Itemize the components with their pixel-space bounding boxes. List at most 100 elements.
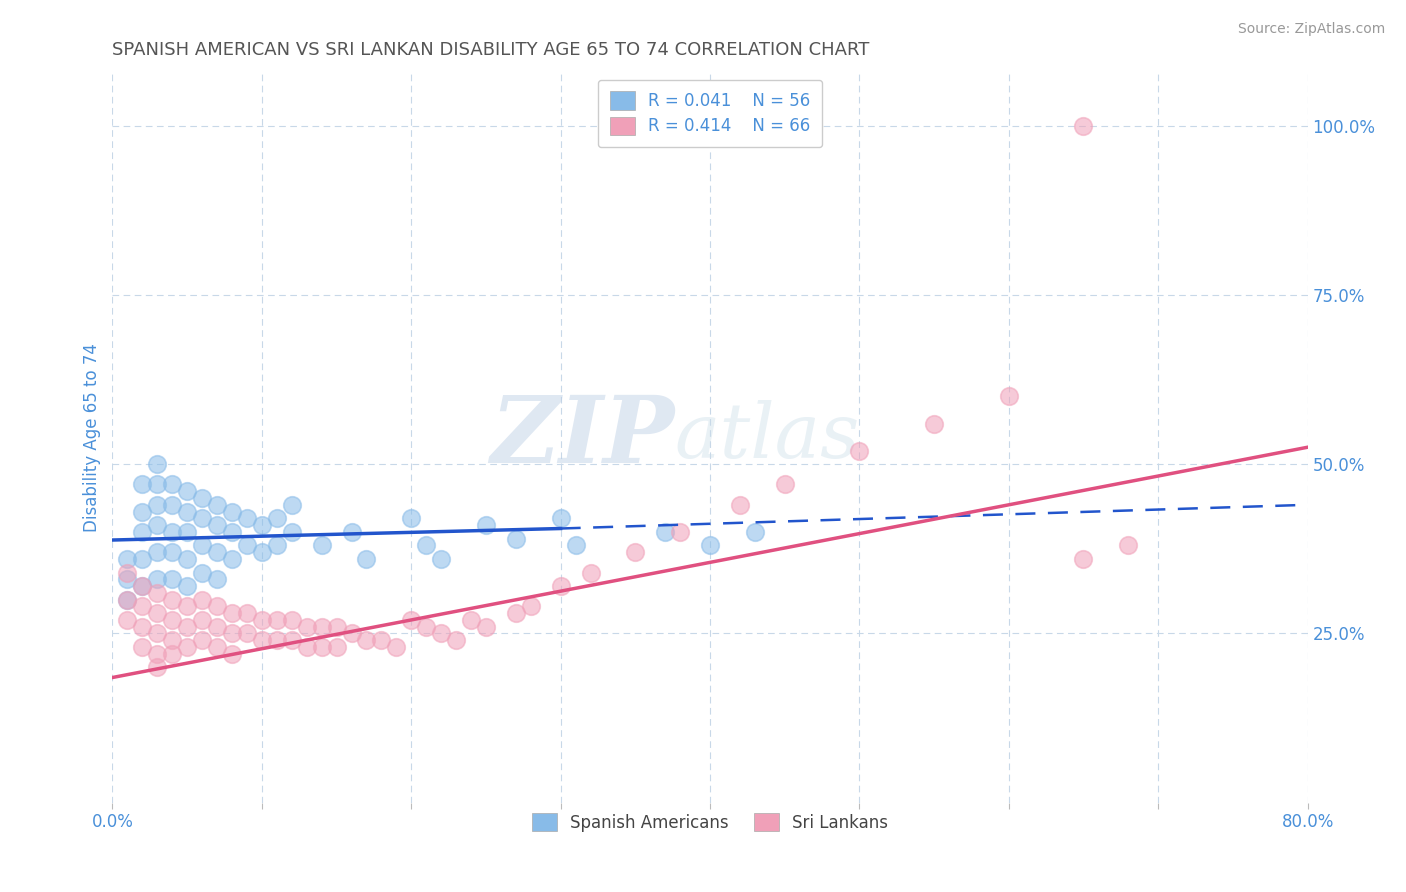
- Point: [385, 640, 408, 654]
- Point: [221, 647, 243, 661]
- Point: [162, 572, 183, 586]
- Point: [146, 498, 169, 512]
- Point: [131, 620, 153, 634]
- Point: [191, 538, 214, 552]
- Point: [221, 552, 243, 566]
- Point: [728, 498, 751, 512]
- Point: [250, 545, 273, 559]
- Point: [266, 633, 288, 648]
- Point: [266, 613, 288, 627]
- Point: [117, 566, 139, 580]
- Point: [176, 484, 198, 499]
- Point: [162, 545, 183, 559]
- Point: [146, 586, 169, 600]
- Point: [117, 552, 139, 566]
- Point: [117, 572, 139, 586]
- Point: [430, 626, 453, 640]
- Point: [176, 599, 198, 614]
- Point: [191, 592, 214, 607]
- Point: [295, 620, 318, 634]
- Point: [131, 579, 153, 593]
- Point: [131, 552, 153, 566]
- Point: [131, 477, 153, 491]
- Point: [162, 613, 183, 627]
- Legend: Spanish Americans, Sri Lankans: Spanish Americans, Sri Lankans: [526, 806, 894, 838]
- Point: [205, 599, 228, 614]
- Point: [699, 538, 721, 552]
- Point: [162, 647, 183, 661]
- Point: [250, 633, 273, 648]
- Point: [236, 511, 259, 525]
- Point: [444, 633, 467, 648]
- Point: [176, 505, 198, 519]
- Point: [236, 606, 259, 620]
- Y-axis label: Disability Age 65 to 74: Disability Age 65 to 74: [83, 343, 101, 532]
- Point: [250, 613, 273, 627]
- Point: [205, 620, 228, 634]
- Point: [176, 524, 198, 539]
- Point: [773, 477, 796, 491]
- Point: [205, 572, 228, 586]
- Point: [146, 606, 169, 620]
- Point: [654, 524, 676, 539]
- Point: [311, 538, 333, 552]
- Point: [401, 613, 423, 627]
- Point: [162, 633, 183, 648]
- Point: [176, 640, 198, 654]
- Point: [475, 620, 498, 634]
- Text: SPANISH AMERICAN VS SRI LANKAN DISABILITY AGE 65 TO 74 CORRELATION CHART: SPANISH AMERICAN VS SRI LANKAN DISABILIT…: [112, 41, 870, 59]
- Point: [221, 524, 243, 539]
- Point: [205, 545, 228, 559]
- Point: [131, 579, 153, 593]
- Point: [162, 524, 183, 539]
- Point: [520, 599, 543, 614]
- Point: [922, 417, 945, 431]
- Point: [221, 606, 243, 620]
- Point: [325, 640, 347, 654]
- Point: [356, 552, 378, 566]
- Point: [117, 592, 139, 607]
- Point: [325, 620, 347, 634]
- Point: [415, 620, 437, 634]
- Point: [191, 613, 214, 627]
- Text: Source: ZipAtlas.com: Source: ZipAtlas.com: [1237, 22, 1385, 37]
- Point: [146, 572, 169, 586]
- Point: [117, 592, 139, 607]
- Point: [205, 640, 228, 654]
- Point: [579, 566, 602, 580]
- Point: [475, 518, 498, 533]
- Point: [340, 626, 363, 640]
- Point: [131, 524, 153, 539]
- Point: [250, 518, 273, 533]
- Point: [131, 640, 153, 654]
- Point: [744, 524, 766, 539]
- Point: [221, 626, 243, 640]
- Point: [624, 545, 647, 559]
- Point: [131, 599, 153, 614]
- Point: [146, 457, 169, 471]
- Text: atlas: atlas: [675, 401, 859, 474]
- Point: [340, 524, 363, 539]
- Point: [205, 518, 228, 533]
- Point: [1073, 119, 1095, 133]
- Point: [401, 511, 423, 525]
- Point: [998, 389, 1021, 403]
- Point: [191, 491, 214, 505]
- Point: [162, 477, 183, 491]
- Point: [117, 613, 139, 627]
- Point: [564, 538, 586, 552]
- Point: [266, 511, 288, 525]
- Point: [236, 626, 259, 640]
- Point: [205, 498, 228, 512]
- Point: [281, 613, 304, 627]
- Point: [221, 505, 243, 519]
- Point: [281, 524, 304, 539]
- Point: [415, 538, 437, 552]
- Point: [311, 620, 333, 634]
- Point: [191, 566, 214, 580]
- Point: [146, 518, 169, 533]
- Point: [281, 633, 304, 648]
- Point: [162, 592, 183, 607]
- Point: [550, 579, 572, 593]
- Text: ZIP: ZIP: [489, 392, 675, 482]
